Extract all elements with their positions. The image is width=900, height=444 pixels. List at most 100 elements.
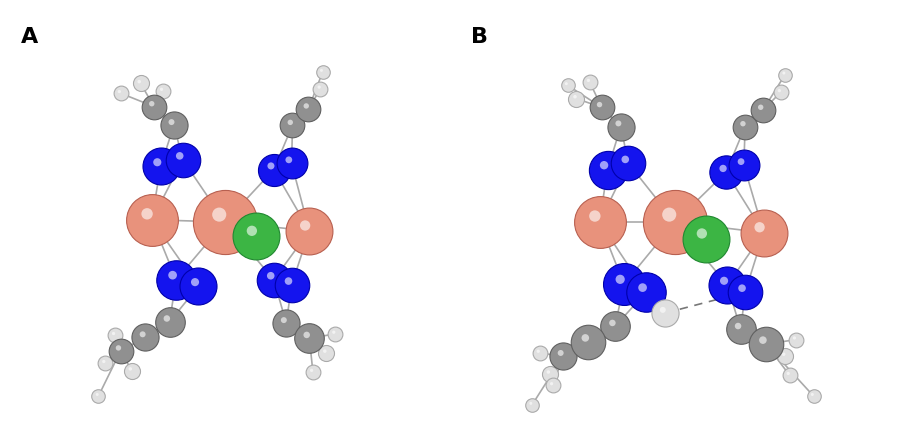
- Point: [284, 281, 299, 289]
- Point: [778, 353, 792, 360]
- Point: [545, 382, 560, 389]
- Point: [113, 347, 128, 354]
- Point: [773, 89, 788, 96]
- Point: [777, 69, 791, 76]
- Point: [266, 166, 281, 173]
- Text: B: B: [471, 27, 488, 47]
- Point: [756, 337, 770, 344]
- Point: [166, 272, 180, 279]
- Text: A: A: [21, 27, 38, 47]
- Point: [316, 68, 330, 75]
- Point: [140, 210, 154, 218]
- Point: [318, 348, 332, 355]
- Point: [145, 216, 159, 223]
- Point: [592, 218, 607, 226]
- Point: [154, 86, 168, 93]
- Point: [90, 391, 104, 398]
- Point: [611, 120, 625, 127]
- Point: [735, 120, 750, 127]
- Point: [159, 315, 174, 322]
- Point: [788, 336, 803, 343]
- Point: [319, 349, 333, 357]
- Point: [635, 284, 650, 291]
- Point: [592, 101, 607, 108]
- Point: [781, 370, 796, 377]
- Point: [569, 95, 583, 102]
- Point: [544, 380, 559, 387]
- Point: [150, 159, 165, 166]
- Point: [249, 233, 264, 240]
- Point: [314, 67, 328, 74]
- Point: [132, 78, 147, 85]
- Point: [753, 104, 768, 111]
- Point: [581, 338, 596, 345]
- Point: [621, 160, 635, 167]
- Point: [145, 100, 159, 107]
- Point: [608, 323, 622, 330]
- Point: [169, 276, 184, 283]
- Point: [306, 369, 320, 376]
- Point: [279, 320, 293, 327]
- Point: [581, 77, 596, 84]
- Point: [176, 156, 190, 163]
- Point: [568, 93, 582, 100]
- Point: [554, 349, 568, 357]
- Point: [525, 401, 539, 408]
- Point: [524, 400, 538, 407]
- Point: [245, 227, 259, 234]
- Point: [639, 289, 653, 296]
- Point: [212, 211, 227, 218]
- Point: [302, 335, 317, 342]
- Point: [699, 235, 714, 242]
- Point: [147, 103, 161, 110]
- Point: [282, 156, 296, 163]
- Point: [327, 329, 341, 336]
- Point: [188, 278, 202, 285]
- Point: [716, 165, 730, 172]
- Point: [613, 276, 627, 283]
- Point: [772, 87, 787, 94]
- Point: [738, 289, 752, 296]
- Point: [597, 162, 611, 169]
- Point: [595, 104, 609, 111]
- Point: [300, 331, 314, 338]
- Point: [556, 353, 571, 360]
- Point: [734, 326, 748, 333]
- Point: [112, 88, 127, 95]
- Point: [138, 334, 152, 341]
- Point: [655, 306, 670, 313]
- Point: [191, 283, 205, 290]
- Point: [717, 277, 732, 284]
- Point: [738, 123, 752, 130]
- Point: [734, 285, 749, 292]
- Point: [328, 330, 342, 337]
- Point: [298, 222, 312, 229]
- Point: [806, 392, 821, 400]
- Point: [96, 358, 111, 365]
- Point: [752, 224, 767, 231]
- Point: [123, 365, 138, 373]
- Point: [695, 230, 709, 237]
- Point: [600, 166, 615, 173]
- Point: [719, 169, 733, 176]
- Point: [285, 122, 300, 129]
- Point: [734, 158, 748, 165]
- Point: [313, 85, 328, 92]
- Point: [616, 281, 631, 288]
- Point: [778, 71, 792, 78]
- Point: [756, 107, 770, 114]
- Point: [561, 82, 575, 89]
- Point: [588, 213, 602, 220]
- Point: [662, 211, 677, 218]
- Point: [108, 332, 122, 339]
- Point: [618, 156, 633, 163]
- Point: [731, 322, 745, 329]
- Point: [284, 160, 299, 167]
- Point: [173, 152, 187, 159]
- Point: [541, 369, 555, 376]
- Point: [533, 349, 547, 357]
- Point: [668, 218, 682, 226]
- Point: [276, 317, 291, 324]
- Point: [284, 119, 298, 126]
- Point: [112, 345, 126, 352]
